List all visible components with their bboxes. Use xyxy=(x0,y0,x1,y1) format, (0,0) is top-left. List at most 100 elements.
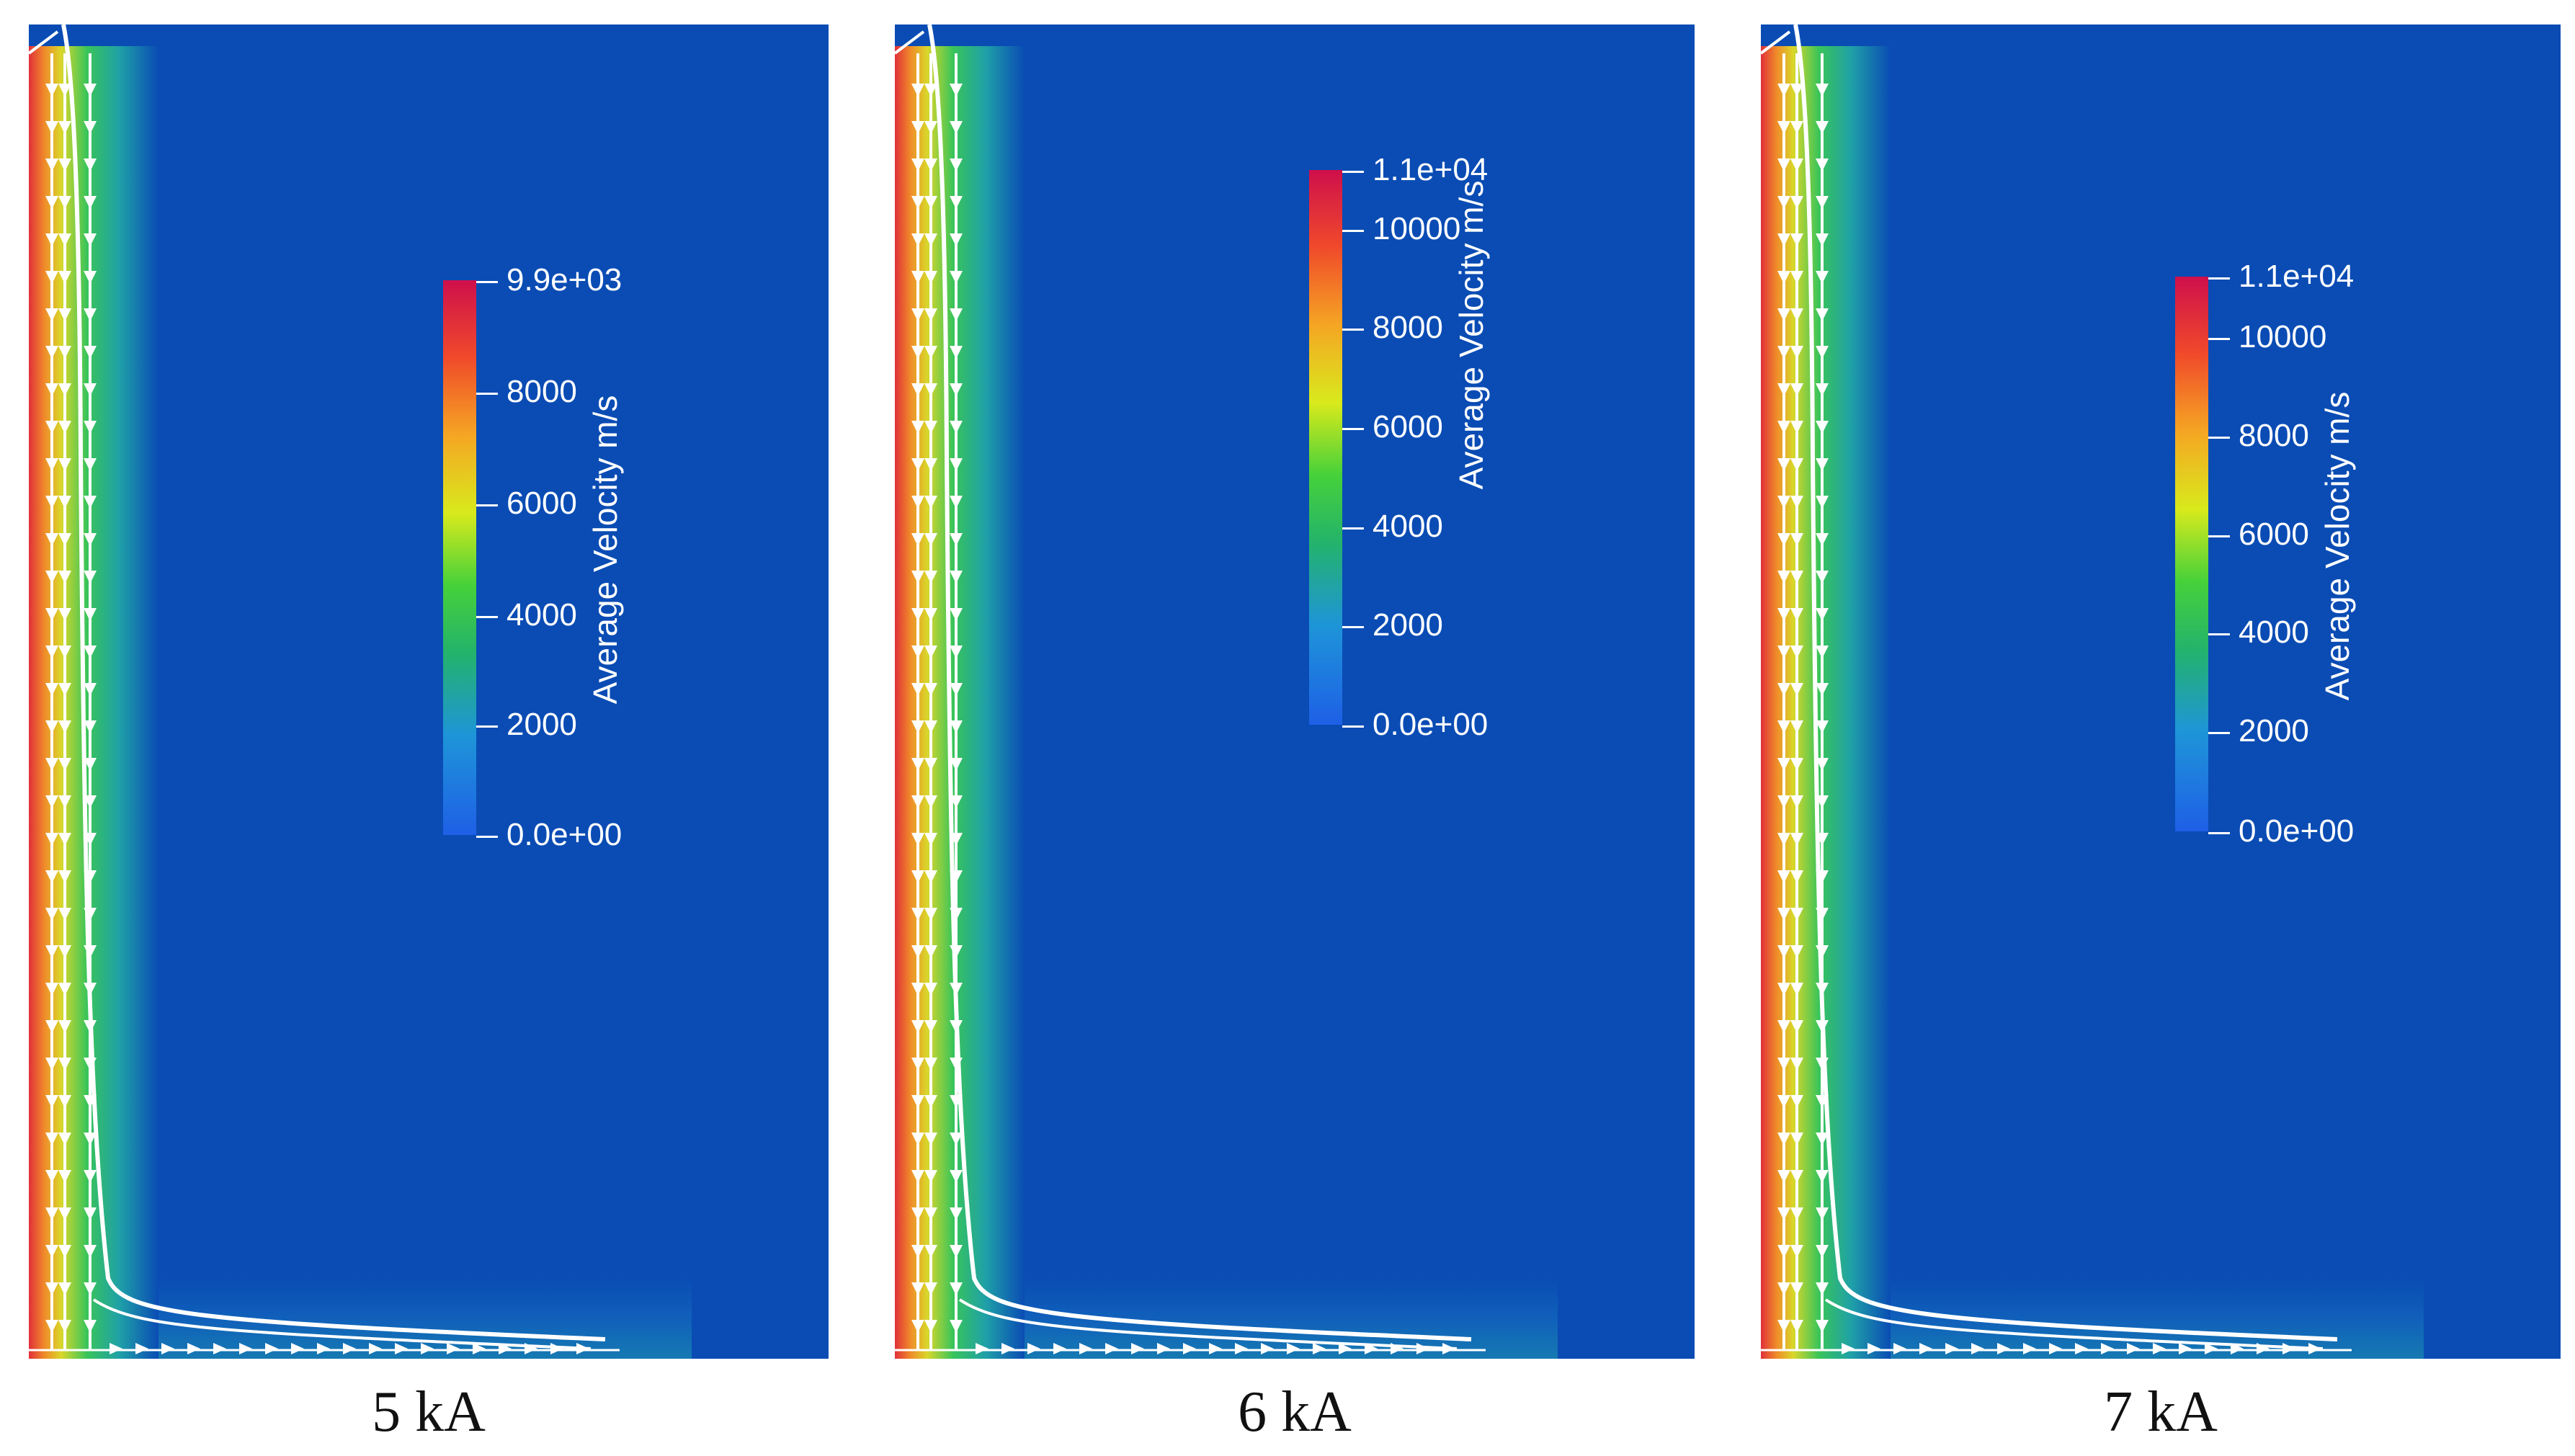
flow-arrow xyxy=(1001,1343,1014,1354)
flow-arrow xyxy=(1777,983,1790,996)
flow-arrow xyxy=(1053,1343,1066,1354)
velocity-field-plot xyxy=(29,24,829,1359)
flow-arrow xyxy=(1027,1343,1040,1354)
flow-arrow xyxy=(213,1343,226,1354)
flow-arrow xyxy=(1790,1133,1803,1145)
flow-arrow xyxy=(950,1320,963,1333)
colorbar-min-label: 0.0e+00 xyxy=(476,819,622,851)
flow-arrow xyxy=(1790,383,1803,396)
flow-arrow xyxy=(58,1245,71,1258)
flow-arrow xyxy=(45,346,58,359)
flow-arrow xyxy=(911,833,924,846)
flow-arrow xyxy=(84,458,97,471)
flow-arrow xyxy=(1777,233,1790,246)
flow-arrow xyxy=(911,233,924,246)
flow-arrow xyxy=(924,158,937,171)
flow-arrow xyxy=(1287,1343,1300,1354)
flow-arrow xyxy=(924,346,937,359)
field-background xyxy=(1761,24,2561,1359)
flow-arrow xyxy=(447,1343,460,1354)
flow-arrow xyxy=(58,1020,71,1033)
colorbar-tick: 2000 xyxy=(2208,715,2309,747)
colorbar-title: Average Velocity m/s xyxy=(2319,391,2356,701)
flow-arrow xyxy=(45,608,58,621)
flow-arrow xyxy=(1816,421,1829,434)
flow-arrow xyxy=(911,870,924,883)
flow-arrow xyxy=(1790,571,1803,584)
colorbar-tick: 2000 xyxy=(1342,609,1443,641)
flow-arrow xyxy=(911,421,924,434)
flow-arrow xyxy=(265,1343,278,1354)
flow-arrow xyxy=(1790,608,1803,621)
flow-arrow xyxy=(58,908,71,921)
flow-arrow xyxy=(1777,421,1790,434)
flow-arrow xyxy=(1777,1133,1790,1145)
flow-arrow xyxy=(58,84,71,97)
flow-arrow xyxy=(976,1343,989,1354)
field-background xyxy=(895,24,1695,1359)
flow-arrow xyxy=(1209,1343,1222,1354)
streamline xyxy=(927,24,1472,1341)
flow-arrow xyxy=(911,458,924,471)
flow-arrow xyxy=(84,121,97,134)
streamline xyxy=(1824,1298,2324,1350)
flow-arrow xyxy=(1816,346,1829,359)
flow-arrow xyxy=(950,533,963,546)
flow-arrow xyxy=(1339,1343,1352,1354)
flow-arrow xyxy=(1790,758,1803,771)
streamline xyxy=(1793,24,2338,1341)
flow-arrow xyxy=(58,158,71,171)
flow-arrow xyxy=(911,1133,924,1145)
flow-arrow xyxy=(1235,1343,1248,1354)
flow-arrow xyxy=(1777,683,1790,696)
flow-arrow xyxy=(499,1343,512,1354)
colorbar-tick: 4000 xyxy=(476,599,577,631)
flow-arrow xyxy=(1777,1282,1790,1295)
flow-arrow xyxy=(84,196,97,209)
flow-arrow xyxy=(950,271,963,284)
flow-arrow xyxy=(950,646,963,658)
field-background xyxy=(29,24,829,1359)
flow-arrow xyxy=(924,720,937,733)
flow-arrow xyxy=(1790,833,1803,846)
flow-arrow xyxy=(239,1343,252,1354)
flow-arrow xyxy=(1867,1343,1880,1354)
flow-arrow xyxy=(84,1133,97,1145)
flow-arrow xyxy=(1777,1020,1790,1033)
flow-arrow xyxy=(911,720,924,733)
flow-arrow xyxy=(924,1020,937,1033)
flow-arrow xyxy=(1777,84,1790,97)
flow-arrow xyxy=(1105,1343,1118,1354)
flow-arrow xyxy=(924,1207,937,1220)
flow-arrow xyxy=(950,84,963,97)
flow-arrow xyxy=(45,945,58,958)
flow-arrow xyxy=(1816,233,1829,246)
flow-arrow xyxy=(58,458,71,471)
flow-arrow xyxy=(1816,1207,1829,1220)
flow-arrow xyxy=(45,1020,58,1033)
flow-arrow xyxy=(950,458,963,471)
flow-arrow xyxy=(84,758,97,771)
flow-arrow xyxy=(58,571,71,584)
flow-arrow xyxy=(924,1058,937,1071)
flow-arrow xyxy=(1777,458,1790,471)
flow-arrow xyxy=(1777,758,1790,771)
flow-arrow xyxy=(45,1170,58,1183)
flow-arrow xyxy=(1131,1343,1144,1354)
flow-arrow xyxy=(911,308,924,321)
flow-arrow xyxy=(911,84,924,97)
flow-arrow xyxy=(2075,1343,2088,1354)
flow-arrow xyxy=(1777,533,1790,546)
flow-arrow xyxy=(84,383,97,396)
colorbar-title: Average Velocity m/s xyxy=(586,395,624,705)
flow-arrow xyxy=(1790,271,1803,284)
flow-arrow xyxy=(45,421,58,434)
flow-arrow xyxy=(45,458,58,471)
flow-arrow xyxy=(473,1343,486,1354)
flow-arrow xyxy=(58,1320,71,1333)
flow-arrow xyxy=(1777,383,1790,396)
colorbar-min-label: 0.0e+00 xyxy=(2208,816,2354,847)
flow-arrow xyxy=(84,683,97,696)
colorbar-tick: 6000 xyxy=(476,488,577,519)
flow-arrow xyxy=(1790,84,1803,97)
